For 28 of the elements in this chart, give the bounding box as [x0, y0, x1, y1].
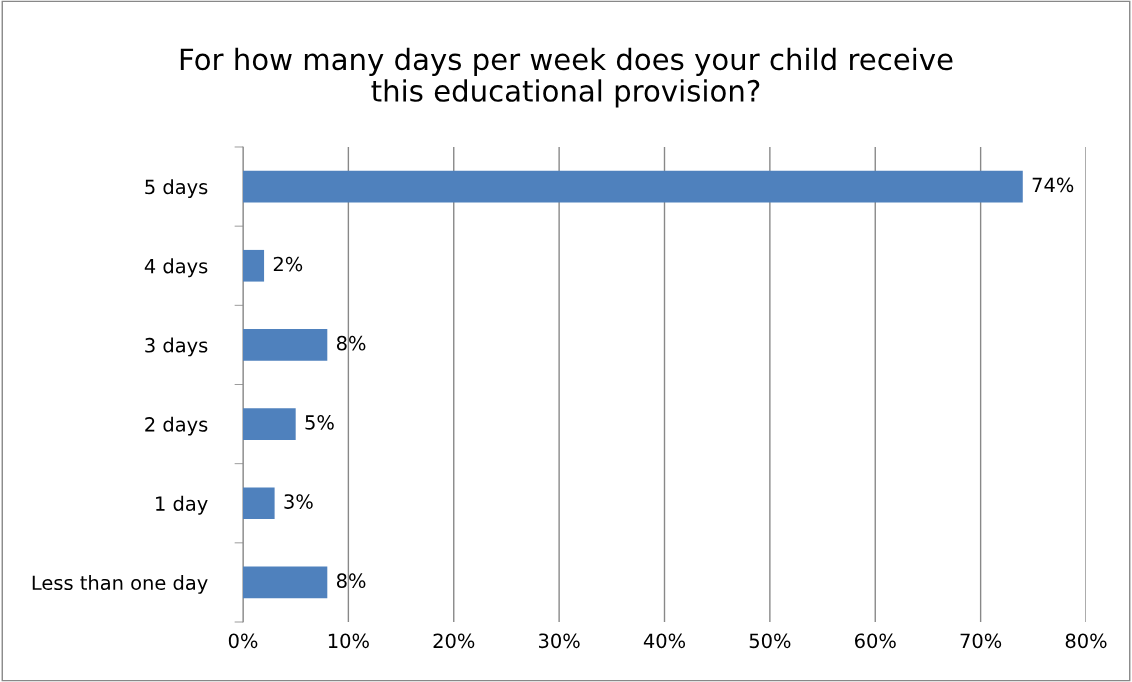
bar — [243, 170, 1023, 203]
x-tick-label: 50% — [749, 633, 791, 649]
chart-title: For how many days per week does your child receive this educational provision? — [180, 47, 953, 108]
data-label: 74% — [1032, 177, 1074, 193]
x-tick-label: 20% — [433, 633, 475, 649]
bar — [243, 249, 265, 282]
x-tick-label: 60% — [855, 633, 896, 649]
data-label: 3% — [284, 494, 313, 509]
data-label: 2% — [273, 256, 303, 272]
bar — [243, 566, 328, 599]
y-tick-label: 5 days — [145, 179, 208, 199]
bar — [243, 487, 275, 520]
x-tick-label: 10% — [328, 633, 369, 649]
y-tick-label: 2 days — [145, 416, 208, 436]
y-tick-label: Less than one day — [32, 575, 208, 594]
y-tick-label: 1 day — [156, 495, 208, 515]
x-tick-label: 70% — [960, 633, 1002, 649]
x-tick-label: 80% — [1065, 633, 1107, 649]
y-tick-label: 3 days — [145, 337, 208, 357]
data-label: 8% — [336, 573, 366, 589]
bar — [243, 408, 296, 440]
data-label: 5% — [305, 415, 334, 430]
bar — [243, 329, 328, 361]
y-tick-label: 4 days — [144, 258, 208, 278]
data-label: 8% — [336, 335, 366, 351]
x-tick-label: 40% — [643, 633, 686, 649]
x-tick-label: 0% — [228, 633, 258, 649]
x-tick-label: 30% — [539, 633, 580, 649]
